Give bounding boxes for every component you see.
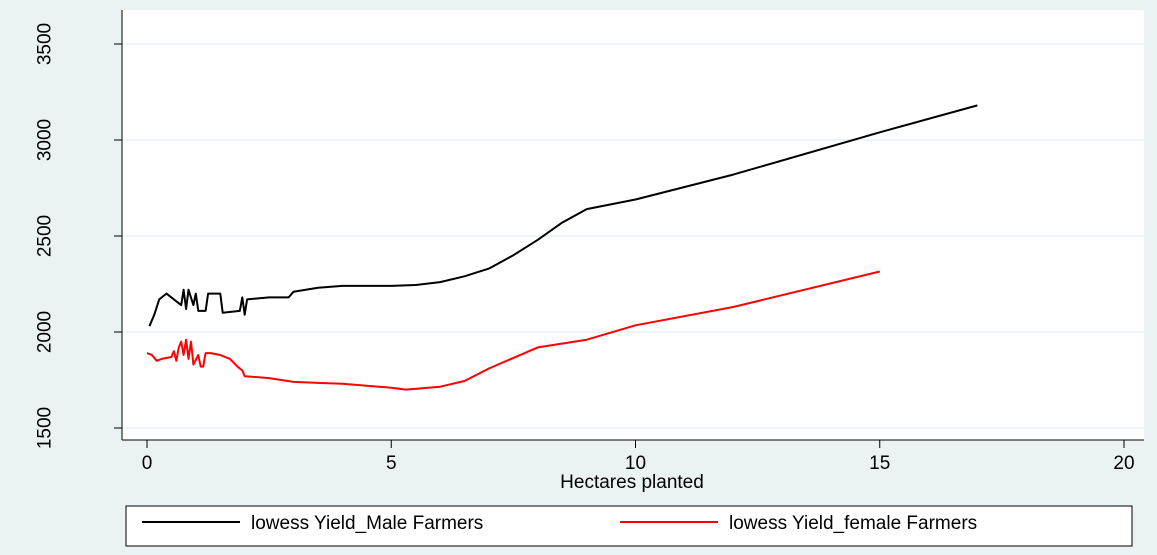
x-tick-label: 10 <box>625 453 646 474</box>
x-tick-label: 20 <box>1113 453 1134 474</box>
series-lines <box>146 104 978 391</box>
legend-label: lowess Yield_female Farmers <box>729 513 977 534</box>
plot-area <box>122 10 1144 440</box>
y-tick-label: 2000 <box>35 311 56 353</box>
x-tick-label: 15 <box>869 453 890 474</box>
y-tick-label: 1500 <box>35 407 56 449</box>
x-axis-ticks: 0 5 10 15 20 <box>142 440 1135 474</box>
y-tick-label: 3000 <box>35 119 56 161</box>
y-tick-label: 2500 <box>35 215 56 257</box>
x-axis-title: Hectares planted <box>560 472 704 493</box>
y-tick-label: 3500 <box>35 23 56 65</box>
x-tick-label: 0 <box>142 453 153 474</box>
series-line-male <box>148 104 978 327</box>
grid-lines <box>122 43 1144 429</box>
x-tick-label: 5 <box>386 453 397 474</box>
series-line-female <box>146 270 881 391</box>
legend-box <box>125 505 1133 547</box>
legend: lowess Yield_Male Farmers lowess Yield_fe… <box>125 505 1133 547</box>
legend-label: lowess Yield_Male Farmers <box>251 513 483 534</box>
y-axis-ticks: 1500 2000 2500 3000 3500 <box>35 23 122 449</box>
